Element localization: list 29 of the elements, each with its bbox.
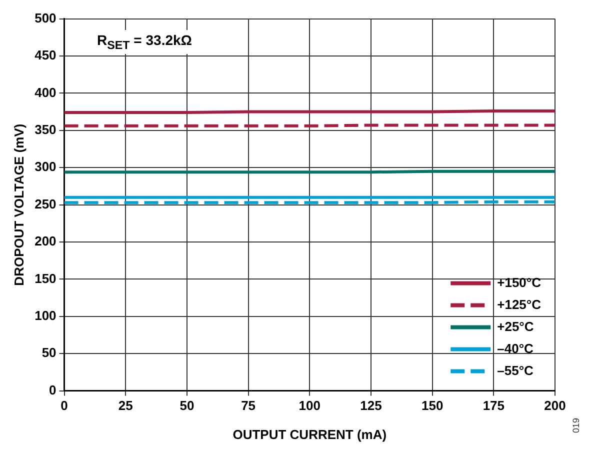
x-tick-label: 25	[118, 398, 133, 414]
y-tick-label: 50	[42, 345, 56, 360]
x-tick-label: 175	[482, 398, 505, 414]
x-tick-label: 100	[298, 398, 320, 414]
x-tick-label: 50	[180, 398, 194, 414]
y-axis-title: DROPOUT VOLTAGE (mV)	[11, 124, 26, 286]
y-tick-label: 0	[49, 382, 56, 398]
x-tick-label: 75	[241, 398, 256, 414]
y-tick-label: 350	[34, 122, 56, 137]
x-tick-label: 200	[544, 398, 566, 414]
y-tick-label: 150	[34, 270, 56, 286]
y-tick-label: 400	[34, 84, 56, 100]
x-tick-label: 0	[60, 398, 68, 414]
x-tick-label: 125	[360, 398, 382, 414]
x-tick-label: 150	[421, 398, 444, 414]
y-tick-label: 100	[34, 308, 56, 323]
legend-label: +150°C	[497, 274, 542, 290]
legend-label: –55°C	[497, 362, 534, 378]
y-tick-label: 250	[34, 196, 56, 212]
annotation: R$_{SET}$ = 33.2kΩ	[93, 30, 196, 54]
text: 019	[571, 418, 581, 433]
y-tick-label: 300	[34, 159, 56, 174]
y-tick-label: 450	[34, 48, 56, 63]
legend-label: –40°C	[497, 340, 534, 356]
legend-label: +25°C	[497, 318, 534, 334]
legend-label: +125°C	[497, 296, 542, 312]
y-tick-label: 500	[34, 10, 56, 26]
x-axis-title: OUTPUT CURRENT (mA)	[232, 426, 387, 442]
y-tick-label: 200	[34, 234, 56, 249]
